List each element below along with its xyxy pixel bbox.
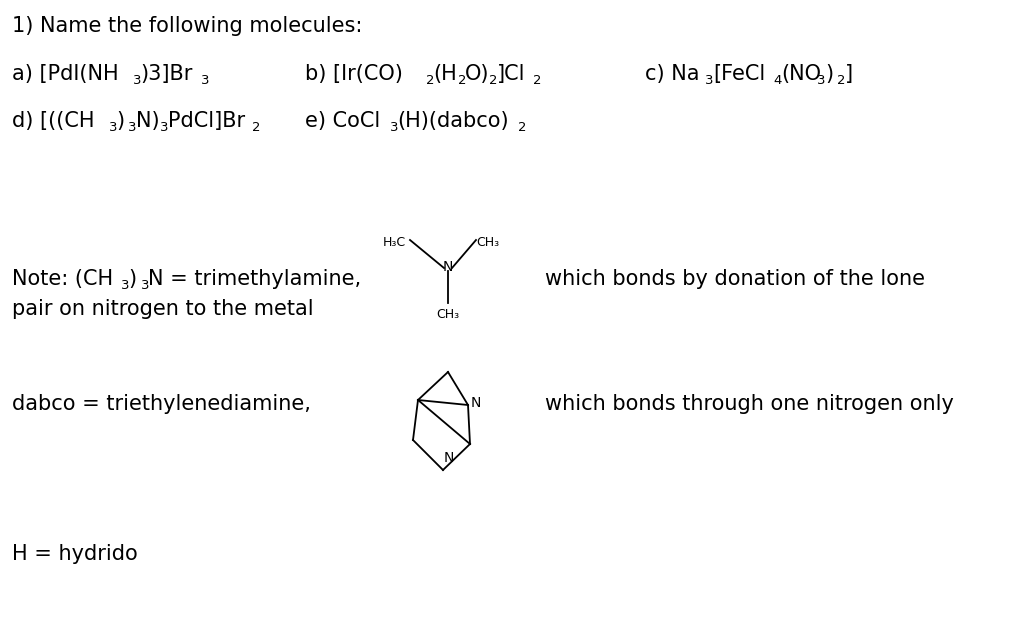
Text: 2: 2	[253, 121, 261, 134]
Text: N: N	[471, 396, 481, 410]
Text: 2: 2	[534, 74, 542, 87]
Text: 3: 3	[109, 121, 117, 134]
Text: which bonds by donation of the lone: which bonds by donation of the lone	[545, 269, 925, 289]
Text: (H)(dabco): (H)(dabco)	[397, 111, 509, 131]
Text: N): N)	[136, 111, 160, 131]
Text: 3: 3	[140, 279, 148, 292]
Text: a) [PdI(NH: a) [PdI(NH	[12, 64, 119, 84]
Text: pair on nitrogen to the metal: pair on nitrogen to the metal	[12, 299, 313, 319]
Text: )3]Br: )3]Br	[140, 64, 193, 84]
Text: 2: 2	[426, 74, 434, 87]
Text: Note: (CH: Note: (CH	[12, 269, 113, 289]
Text: 2: 2	[518, 121, 526, 134]
Text: 3: 3	[706, 74, 714, 87]
Text: 3: 3	[201, 74, 209, 87]
Text: (H: (H	[433, 64, 458, 84]
Text: c) Na: c) Na	[645, 64, 699, 84]
Text: which bonds through one nitrogen only: which bonds through one nitrogen only	[545, 394, 954, 414]
Text: ): )	[117, 111, 125, 131]
Text: O): O)	[465, 64, 489, 84]
Text: N: N	[444, 451, 455, 465]
Text: 3: 3	[133, 74, 141, 87]
Text: 3: 3	[817, 74, 826, 87]
Text: CH₃: CH₃	[476, 236, 499, 249]
Text: ]Cl: ]Cl	[497, 64, 525, 84]
Text: 2: 2	[489, 74, 498, 87]
Text: 4: 4	[773, 74, 782, 87]
Text: e) CoCl: e) CoCl	[305, 111, 380, 131]
Text: CH₃: CH₃	[436, 308, 459, 321]
Text: H = hydrido: H = hydrido	[12, 544, 138, 564]
Text: PdCl]Br: PdCl]Br	[168, 111, 245, 131]
Text: ): )	[128, 269, 136, 289]
Text: 3: 3	[121, 279, 129, 292]
Text: N = trimethylamine,: N = trimethylamine,	[148, 269, 361, 289]
Text: 1) Name the following molecules:: 1) Name the following molecules:	[12, 16, 362, 36]
Text: 2: 2	[838, 74, 846, 87]
Text: 3: 3	[389, 121, 398, 134]
Text: b) [Ir(CO): b) [Ir(CO)	[305, 64, 402, 84]
Text: 3: 3	[160, 121, 169, 134]
Text: H₃C: H₃C	[383, 236, 407, 249]
Text: ): )	[825, 64, 834, 84]
Text: ]: ]	[845, 64, 853, 84]
Text: [FeCl: [FeCl	[713, 64, 765, 84]
Text: 2: 2	[458, 74, 466, 87]
Text: d) [((CH: d) [((CH	[12, 111, 94, 131]
Text: (NO: (NO	[781, 64, 821, 84]
Text: N: N	[442, 260, 454, 274]
Text: dabco = triethylenediamine,: dabco = triethylenediamine,	[12, 394, 311, 414]
Text: 3: 3	[128, 121, 137, 134]
